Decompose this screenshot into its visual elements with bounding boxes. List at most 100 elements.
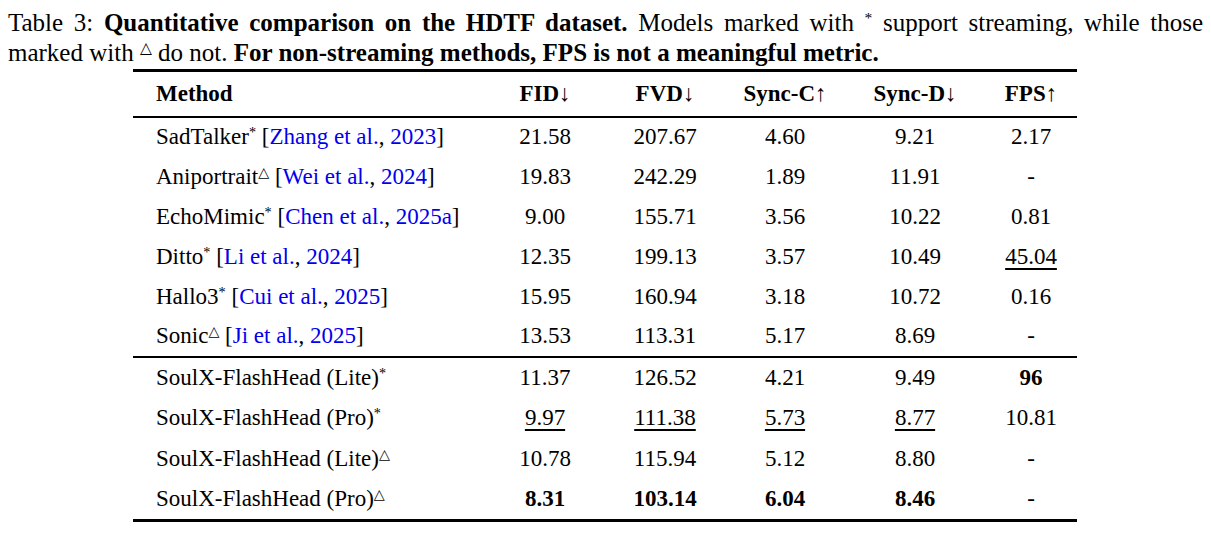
table-row: SadTalker* [Zhang et al., 2023]21.58207.… xyxy=(133,117,1077,157)
streaming-marker: △ xyxy=(258,163,269,179)
metric-cell: 242.29 xyxy=(605,157,725,197)
metric-cell: 10.22 xyxy=(845,197,985,237)
metric-cell: 8.46 xyxy=(845,480,985,521)
metric-cell: 0.81 xyxy=(985,197,1077,237)
citation-bracket: ] xyxy=(356,323,364,348)
citation-year-link[interactable]: 2025 xyxy=(310,323,356,348)
table-row: SoulX-FlashHead (Lite)*11.37126.524.219.… xyxy=(133,357,1077,398)
metric-cell: - xyxy=(985,317,1077,357)
baselines-group: SadTalker* [Zhang et al., 2023]21.58207.… xyxy=(133,117,1077,357)
metric-cell: 45.04 xyxy=(985,237,1077,277)
method-cell: Sonic△ [Ji et al., 2025] xyxy=(133,317,485,357)
metric-cell: 10.72 xyxy=(845,277,985,317)
metric-cell: 8.69 xyxy=(845,317,985,357)
caption-text: Models marked with xyxy=(628,9,865,36)
metric-cell: 3.56 xyxy=(725,197,845,237)
streaming-marker: △ xyxy=(374,486,385,502)
table-row: SoulX-FlashHead (Lite)△10.78115.945.128.… xyxy=(133,439,1077,480)
metric-value: 2.17 xyxy=(1011,124,1051,149)
metric-cell: 96 xyxy=(985,357,1077,398)
metric-cell: 10.78 xyxy=(485,439,605,480)
streaming-marker: △ xyxy=(208,323,219,339)
citation-bracket: [ xyxy=(272,204,285,229)
citation-link[interactable]: Ji et al. xyxy=(233,323,299,348)
citation-year-link[interactable]: 2024 xyxy=(306,244,352,269)
metric-value: 160.94 xyxy=(633,284,696,309)
metric-value: 199.13 xyxy=(633,244,696,269)
streaming-marker: * xyxy=(374,405,381,421)
metric-cell: 8.31 xyxy=(485,480,605,521)
metric-cell: 5.73 xyxy=(725,398,845,439)
citation-year-link[interactable]: 2024 xyxy=(381,164,427,189)
results-table: MethodFID↓FVD↓Sync-C↑Sync-D↓FPS↑ SadTalk… xyxy=(133,69,1077,522)
metric-value: 10.22 xyxy=(889,204,941,229)
metric-value: - xyxy=(1027,323,1035,348)
method-cell: SoulX-FlashHead (Pro)△ xyxy=(133,480,485,521)
metric-cell: 4.21 xyxy=(725,357,845,398)
metric-value: 10.81 xyxy=(1005,405,1057,430)
table-row: Ditto* [Li et al., 2024]12.35199.133.571… xyxy=(133,237,1077,277)
streaming-marker: * xyxy=(249,124,256,140)
citation-separator: , xyxy=(370,164,382,189)
metric-value: 8.80 xyxy=(895,446,935,471)
citation-link[interactable]: Zhang et al. xyxy=(269,124,378,149)
method-name: SoulX-FlashHead (Pro) xyxy=(156,405,374,430)
metric-value: - xyxy=(1027,446,1035,471)
metric-value: 111.38 xyxy=(634,405,696,430)
metric-cell: 126.52 xyxy=(605,357,725,398)
citation-year-link[interactable]: 2025 xyxy=(334,284,380,309)
method-cell: Hallo3* [Cui et al., 2025] xyxy=(133,277,485,317)
table-row: EchoMimic* [Chen et al., 2025a]9.00155.7… xyxy=(133,197,1077,237)
metric-cell: 113.31 xyxy=(605,317,725,357)
metric-value: 9.97 xyxy=(525,405,565,430)
citation-bracket: [ xyxy=(269,164,282,189)
citation-year-link[interactable]: 2025a xyxy=(396,204,452,229)
metric-value: 4.21 xyxy=(765,365,805,390)
citation-separator: , xyxy=(295,244,307,269)
citation-link[interactable]: Cui et al. xyxy=(239,284,323,309)
metric-cell: - xyxy=(985,157,1077,197)
citation-bracket: [ xyxy=(210,244,223,269)
metric-cell: 15.95 xyxy=(485,277,605,317)
citation-separator: , xyxy=(323,284,335,309)
method-name: SadTalker xyxy=(156,124,249,149)
metric-cell: 11.37 xyxy=(485,357,605,398)
metric-value: - xyxy=(1027,486,1035,511)
metric-value: 10.72 xyxy=(889,284,941,309)
caption-bold-text: For non-streaming methods, FPS is not a … xyxy=(234,39,879,66)
metric-cell: 1.89 xyxy=(725,157,845,197)
citation-bracket: [ xyxy=(226,284,239,309)
citation-bracket: ] xyxy=(380,284,388,309)
metric-value: 12.35 xyxy=(519,244,571,269)
marker-symbol: △ xyxy=(140,39,152,56)
column-header-fvd: FVD↓ xyxy=(605,71,725,117)
caption-text: support streaming, while those xyxy=(872,9,1203,36)
metric-cell: 12.35 xyxy=(485,237,605,277)
metric-value: 8.77 xyxy=(895,405,935,430)
metric-value: - xyxy=(1027,164,1035,189)
metric-cell: 19.83 xyxy=(485,157,605,197)
citation-link[interactable]: Li et al. xyxy=(224,244,295,269)
method-name: SoulX-FlashHead (Pro) xyxy=(156,486,374,511)
citation-link[interactable]: Chen et al. xyxy=(285,204,384,229)
metric-cell: 115.94 xyxy=(605,439,725,480)
metric-value: 126.52 xyxy=(633,365,696,390)
metric-cell: 111.38 xyxy=(605,398,725,439)
metric-cell: 11.91 xyxy=(845,157,985,197)
metric-value: 96 xyxy=(1020,365,1043,390)
citation-link[interactable]: Wei et al. xyxy=(283,164,370,189)
metric-cell: 21.58 xyxy=(485,117,605,157)
metric-value: 3.18 xyxy=(765,284,805,309)
metric-value: 0.81 xyxy=(1011,204,1051,229)
citation-separator: , xyxy=(379,124,391,149)
citation-bracket: ] xyxy=(436,124,444,149)
citation-year-link[interactable]: 2023 xyxy=(390,124,436,149)
metric-value: 5.73 xyxy=(765,405,805,430)
metric-value: 242.29 xyxy=(633,164,696,189)
metric-value: 19.83 xyxy=(519,164,571,189)
streaming-marker: △ xyxy=(379,446,390,462)
metric-value: 9.21 xyxy=(895,124,935,149)
citation-separator: , xyxy=(299,323,311,348)
caption-bold-text: Quantitative comparison on the HDTF data… xyxy=(104,9,628,36)
metric-value: 45.04 xyxy=(1005,244,1057,269)
